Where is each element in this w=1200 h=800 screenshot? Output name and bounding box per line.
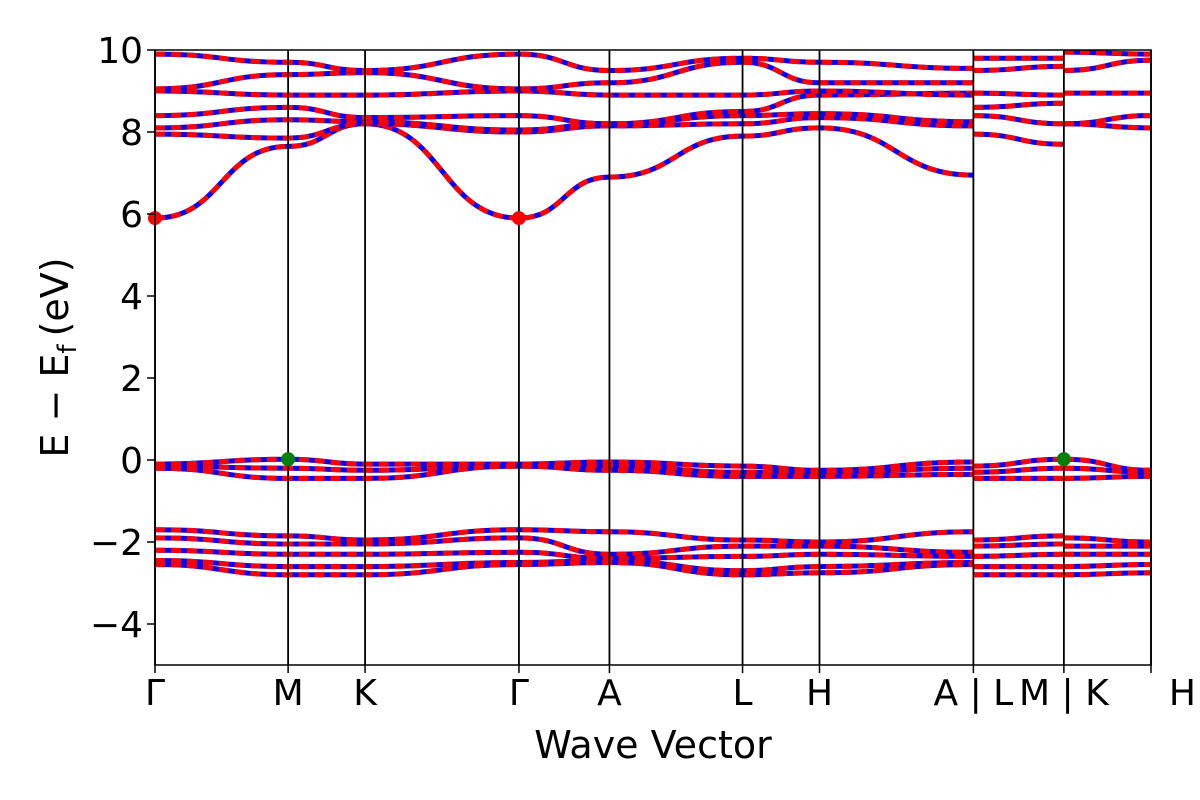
- y-tick-label-6: 8: [120, 113, 143, 154]
- band-line-spin-up-18: [973, 100, 1064, 110]
- y-tick-label-4: 4: [120, 277, 143, 318]
- x-axis-label: Wave Vector: [534, 723, 772, 767]
- y-axis-label-sub: f: [53, 344, 83, 354]
- band-line-spin-up-6: [154, 51, 974, 74]
- x-tick-label-1: M: [273, 673, 304, 714]
- x-tick-label-7: A | L: [934, 673, 1014, 714]
- x-tick-label-2: K: [353, 673, 378, 714]
- x-tick-label-0: Γ: [145, 673, 165, 714]
- band-line-spin-up-40: [1063, 562, 1152, 570]
- band-line-spin-up-16: [973, 63, 1064, 73]
- band-line-spin-up-37: [1063, 535, 1152, 545]
- band-line-spin-up-36: [1063, 473, 1152, 481]
- band-line-spin-up-26: [973, 551, 1064, 559]
- bands-layer: [154, 49, 1152, 578]
- vbm-marker-2: [281, 452, 296, 467]
- band-line-spin-up-25: [973, 541, 1064, 549]
- band-line-spin-up-33: [1063, 113, 1152, 127]
- y-tick-label-2: 0: [120, 441, 143, 482]
- y-tick-label-7: 10: [97, 31, 143, 72]
- plot-frame: [154, 49, 1152, 666]
- band-line-spin-up-21: [973, 456, 1064, 469]
- x-tick-label-4: A: [597, 673, 622, 714]
- band-line-spin-up-41: [1063, 570, 1152, 578]
- high-symmetry-lines: [154, 50, 1152, 665]
- band-line-spin-down-0: [154, 121, 974, 221]
- band-line-spin-up-24: [973, 533, 1064, 543]
- band-line-spin-up-30: [1063, 57, 1152, 73]
- band-line-spin-up-5: [154, 59, 974, 92]
- band-line-spin-down-9: [154, 463, 974, 481]
- band-line-spin-down-6: [154, 51, 974, 74]
- cbm-marker-1: [511, 211, 526, 226]
- band-line-spin-up-17: [973, 90, 1064, 98]
- band-line-spin-up-35: [1063, 465, 1152, 475]
- x-tick-label-3: Γ: [509, 673, 529, 714]
- band-line-spin-up-29: [1063, 49, 1152, 57]
- y-axis-label: E − Ef (eV): [33, 257, 83, 457]
- y-tick-label-0: −4: [90, 605, 143, 646]
- y-axis-ticks: −4 −2 0 2 4 6 8 10: [90, 31, 155, 646]
- band-line-spin-up-20: [973, 131, 1064, 147]
- x-tick-label-8: M | K: [1019, 673, 1110, 714]
- band-line-spin-up-22: [973, 465, 1064, 475]
- band-line-spin-up-19: [973, 113, 1064, 127]
- y-axis-label-main: E − E: [33, 354, 77, 458]
- y-tick-label-5: 6: [120, 195, 143, 236]
- x-tick-label-5: L: [733, 673, 753, 714]
- y-tick-label-1: −2: [90, 523, 143, 564]
- vbm-marker-3: [1056, 452, 1071, 467]
- y-tick-label-3: 2: [120, 359, 143, 400]
- y-axis-label-unit: (eV): [33, 257, 77, 336]
- x-tick-label-9: H: [1169, 673, 1196, 714]
- x-tick-label-6: H: [806, 673, 833, 714]
